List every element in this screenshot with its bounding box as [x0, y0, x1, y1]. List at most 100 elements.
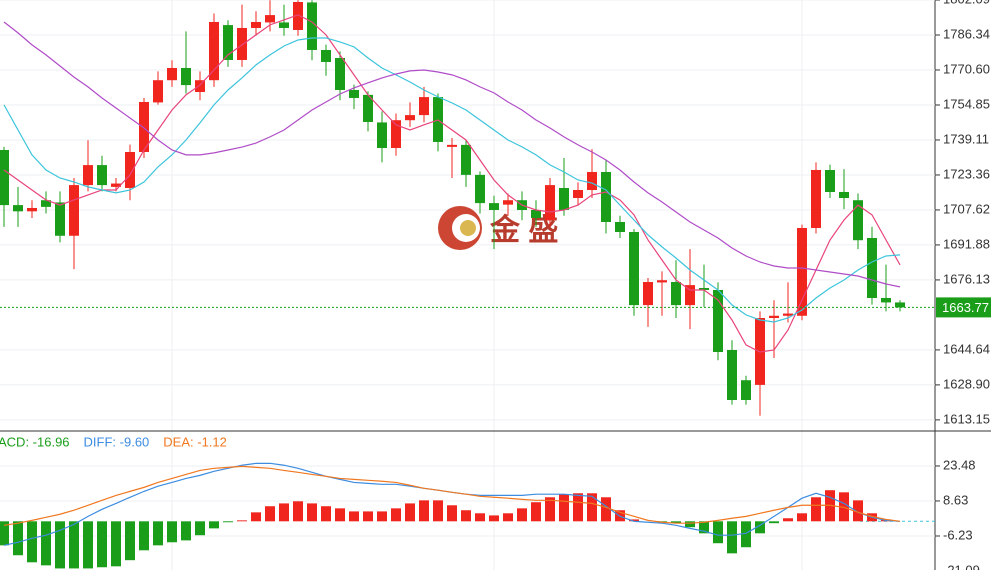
macd-bar — [265, 506, 275, 522]
macd-bar — [587, 493, 597, 522]
macd-bar — [293, 501, 303, 522]
candle-body — [811, 169, 821, 228]
macd-bar — [489, 515, 499, 522]
candle-body — [223, 25, 233, 60]
macd-bar — [713, 521, 723, 544]
macd-bar — [545, 497, 555, 522]
macd-bar — [279, 503, 289, 522]
y-tick-label: 1754.85 — [943, 96, 990, 111]
candle-body — [307, 2, 317, 50]
logo — [460, 220, 476, 236]
candle-body — [237, 27, 247, 60]
macd-bar — [783, 518, 793, 522]
candle-body — [629, 231, 639, 306]
y-tick-label: 8.63 — [943, 492, 968, 507]
candle-body — [839, 191, 849, 198]
candle-body — [895, 302, 905, 308]
legend-label: DEA: -1.12 — [163, 434, 227, 449]
candle-body — [265, 15, 275, 23]
candle-body — [713, 289, 723, 352]
macd-bar — [531, 502, 541, 522]
candle-body — [461, 144, 471, 175]
macd-bar — [685, 521, 695, 528]
macd-bar — [475, 513, 485, 522]
macd-bar — [237, 520, 247, 522]
legend-label: ACD: -16.96 — [0, 434, 70, 449]
candle-body — [685, 285, 695, 306]
macd-bar — [391, 508, 401, 522]
candle-body — [335, 57, 345, 90]
candle-body — [83, 165, 93, 186]
macd-bar — [13, 521, 23, 556]
y-tick-label: 1707.62 — [943, 201, 990, 216]
macd-bar — [41, 521, 51, 566]
macd-bar — [209, 521, 219, 529]
y-tick-label: 1739.11 — [943, 131, 989, 146]
candle-body — [741, 380, 751, 400]
candle-body — [699, 287, 709, 290]
candle-body — [559, 187, 569, 210]
macd-bar — [223, 521, 233, 523]
y-tick-label: 1723.36 — [943, 166, 990, 181]
candle-body — [41, 200, 51, 207]
y-tick-label: 1802.09 — [943, 0, 990, 6]
macd-bar — [797, 513, 807, 522]
y-tick-label: 1691.88 — [943, 236, 990, 251]
indicator-line — [3, 21, 901, 288]
candle-body — [643, 281, 653, 306]
candle-body — [727, 349, 737, 400]
candle-body — [279, 22, 289, 28]
candle-body — [13, 205, 23, 212]
last-price-box — [936, 297, 991, 318]
candle-body — [587, 171, 597, 190]
macd-bar — [335, 508, 345, 522]
candle-body — [853, 200, 863, 241]
candle-body — [797, 227, 807, 316]
macd-bar — [139, 521, 149, 551]
candle-body — [419, 97, 429, 116]
macd-bar — [727, 521, 737, 554]
macd-bar — [811, 497, 821, 522]
macd-bar — [125, 521, 135, 561]
macd-bar — [699, 521, 709, 534]
y-tick-label: 1786.34 — [943, 26, 990, 41]
last-price-label: 1663.77 — [942, 300, 989, 315]
candle-body — [867, 237, 877, 298]
macd-bar — [405, 503, 415, 522]
macd-bar — [755, 521, 765, 534]
macd-bar — [321, 506, 331, 522]
candle-body — [447, 144, 457, 147]
candle-body — [475, 174, 485, 204]
candle-body — [349, 89, 359, 98]
candle-body — [545, 185, 555, 221]
candle-body — [573, 189, 583, 198]
candle-body — [769, 315, 779, 318]
candle-body — [363, 94, 373, 122]
candle-body — [181, 67, 191, 86]
macd-bar — [601, 497, 611, 522]
candle-body — [209, 21, 219, 81]
candle-body — [671, 281, 681, 306]
y-tick-label: -6.23 — [943, 527, 973, 542]
candle-body — [601, 171, 611, 222]
macd-bar — [671, 521, 681, 524]
macd-bar — [153, 521, 163, 546]
macd-bar — [251, 512, 261, 522]
watermark: 金 盛 — [438, 206, 558, 250]
candle-body — [531, 209, 541, 218]
macd-bar — [559, 494, 569, 522]
candle-body — [825, 169, 835, 192]
macd-bar — [461, 510, 471, 522]
macd-bar — [83, 521, 93, 569]
macd-bar — [195, 521, 205, 536]
candle-body — [391, 120, 401, 148]
macd-bar — [517, 508, 527, 522]
macd-bar — [167, 521, 177, 543]
macd-bar — [419, 500, 429, 522]
candle-body — [293, 1, 303, 30]
candle-body — [55, 202, 65, 236]
macd-bar — [433, 500, 443, 522]
y-tick-label: 1613.15 — [943, 411, 990, 426]
legend-label: DIFF: -9.60 — [84, 434, 150, 449]
